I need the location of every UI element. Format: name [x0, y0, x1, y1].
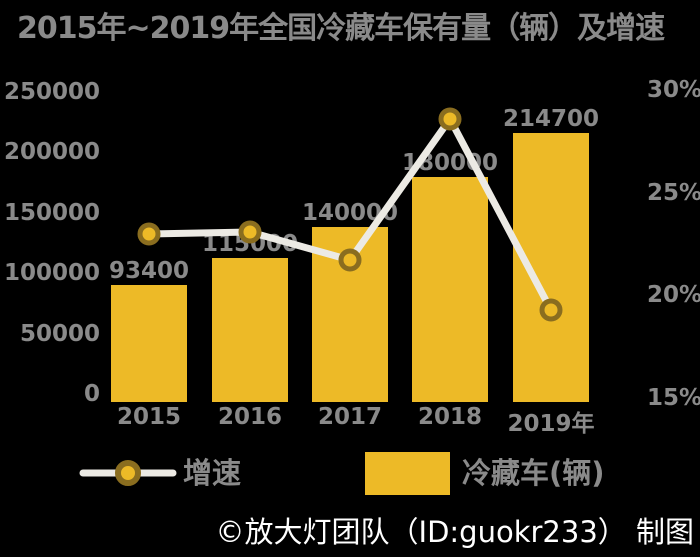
bar-value-label-2015: 93400 [108, 258, 190, 285]
bar-2016 [212, 258, 288, 402]
bar-2015 [111, 285, 187, 402]
y-axis-tick-left-200000: 200000 [3, 139, 100, 166]
y-axis-tick-right-15: 15% [647, 385, 700, 411]
bar-value-label-2017: 140000 [301, 199, 399, 226]
legend: 增速 冷藏车(辆) [0, 450, 700, 496]
legend-growth-line-marker-icon [79, 460, 177, 486]
legend-growth-label: 增速 [183, 456, 242, 490]
y-axis-tick-left-100000: 100000 [3, 260, 100, 287]
bar-value-label-2018: 180000 [401, 149, 499, 176]
chart-title: 2015年~2019年全国冷藏车保有量（辆）及增速 [17, 11, 665, 46]
watermark-credit: ©放大灯团队（ID:guokr233） 制图 [215, 515, 694, 549]
bar-2018 [412, 176, 488, 402]
bar-value-label-2019: 214700 [502, 106, 600, 133]
y-axis-tick-left-250000: 250000 [3, 79, 100, 105]
x-axis-label-2017: 2017 [317, 404, 383, 430]
legend-trucks-label: 冷藏车(辆) [462, 456, 605, 490]
y-axis-tick-left-0: 0 [83, 381, 100, 407]
y-axis-tick-right-30: 30% [647, 77, 700, 103]
y-axis-tick-right-25: 25% [647, 179, 700, 206]
bar-2019 [513, 133, 589, 402]
y-axis-tick-left-50000: 50000 [19, 320, 100, 347]
y-axis-tick-left-150000: 150000 [3, 199, 100, 226]
legend-trucks-swatch-icon [365, 452, 450, 495]
bar-value-label-2016: 115000 [201, 231, 299, 258]
x-axis-label-2016: 2016 [217, 404, 283, 430]
x-axis-label-2019: 2019年 [507, 411, 595, 437]
x-axis-label-2015: 2015 [116, 404, 182, 430]
bar-2017 [312, 226, 388, 402]
x-axis-label-2018: 2018 [417, 404, 483, 430]
y-axis-tick-right-20: 20% [647, 282, 700, 309]
